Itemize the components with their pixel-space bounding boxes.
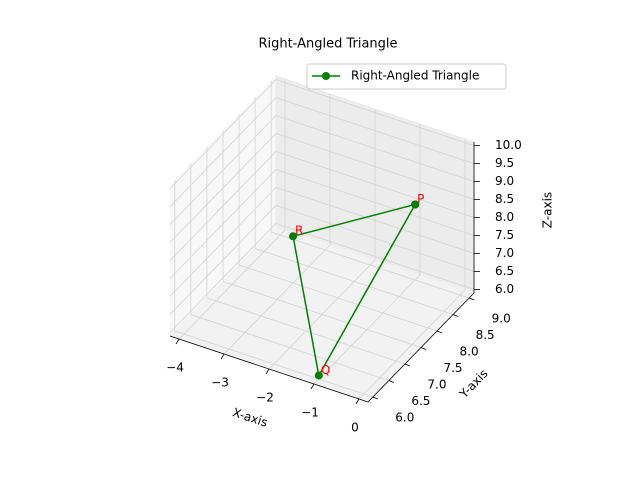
grid-line (190, 163, 390, 381)
point-marker (289, 232, 298, 241)
point-label: P (417, 192, 424, 206)
grid-line (206, 147, 406, 365)
grid-line (169, 79, 475, 189)
x-tick-label: −4 (166, 361, 184, 375)
grid-line (313, 124, 421, 385)
tick-mark (452, 314, 459, 317)
tick-mark (310, 383, 315, 390)
point-label: Q (321, 363, 330, 377)
point-marker (411, 200, 420, 209)
y-tick-label: 6.0 (395, 411, 414, 425)
grid-line (238, 113, 438, 332)
legend-marker (322, 72, 330, 80)
grid-line (169, 186, 475, 297)
grid-line (178, 79, 286, 340)
tick-mark (265, 368, 270, 375)
tick-mark (436, 330, 443, 334)
grid-line (169, 97, 475, 207)
grid-line (223, 94, 331, 355)
tick-mark (355, 398, 360, 405)
x-axis-label: X-axis (231, 405, 270, 429)
grid-line (358, 139, 466, 400)
z-tick-label: 8.5 (495, 192, 514, 206)
point-label: R (295, 224, 303, 238)
z-tick-label: 6.5 (495, 264, 514, 278)
grid-line (222, 130, 422, 348)
x-axis-line (169, 335, 369, 403)
z-tick-label: 9.5 (495, 156, 514, 170)
y-axis-line (367, 292, 475, 403)
z-tick-label: 7.0 (495, 246, 514, 260)
legend-box (306, 63, 507, 90)
grid-line (174, 180, 373, 398)
grid-line (169, 169, 475, 279)
x-tick-label: −1 (301, 406, 319, 420)
grid-line (169, 133, 475, 243)
y-tick-label: 9.0 (492, 311, 511, 325)
z-tick-label: 9.0 (495, 174, 514, 188)
tick-mark (404, 363, 411, 367)
point-marker (314, 371, 323, 380)
y-tick-label: 6.5 (411, 394, 430, 408)
legend-label: Right-Angled Triangle (351, 69, 479, 83)
chart-title: Right-Angled Triangle (258, 37, 397, 52)
y-tick-label: 7.5 (443, 361, 462, 375)
series-line (292, 203, 416, 378)
grid-line (254, 97, 454, 315)
tick-mark (420, 347, 427, 350)
grid-line (270, 80, 470, 299)
z-axis-label: Z-axis (541, 192, 555, 228)
tick-mark (220, 353, 225, 360)
grid-line (169, 204, 475, 315)
y-tick-label: 8.5 (476, 328, 495, 342)
tick-mark (388, 380, 395, 383)
tick-mark (372, 396, 378, 400)
tick-mark (175, 338, 180, 345)
grid-line (169, 151, 475, 261)
z-tick-label: 8.0 (495, 210, 514, 224)
grid-line (268, 109, 376, 370)
grid-line (169, 222, 475, 333)
x-tick-label: 0 (351, 421, 359, 435)
grid-line (169, 115, 475, 225)
z-tick-label: 10.0 (495, 138, 522, 152)
x-tick-label: −2 (256, 391, 274, 405)
y-tick-label: 8.0 (460, 344, 479, 358)
tick-mark (469, 297, 475, 301)
z-tick-label: 6.0 (495, 282, 514, 296)
z-tick-label: 7.5 (495, 228, 514, 242)
y-tick-label: 7.0 (427, 378, 446, 392)
x-tick-label: −3 (211, 376, 229, 390)
